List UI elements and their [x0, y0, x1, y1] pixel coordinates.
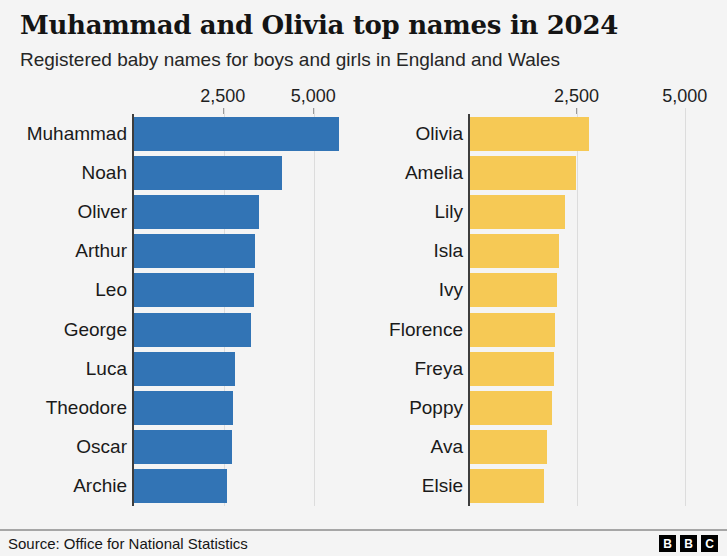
chart-header: Muhammad and Olivia top names in 2024 Re…: [0, 0, 727, 72]
category-label-poppy: Poppy: [369, 388, 468, 427]
bar-leo: [134, 273, 254, 307]
category-label-theodore: Theodore: [0, 388, 132, 427]
bar-arthur: [134, 234, 255, 268]
category-label-ava: Ava: [369, 428, 468, 467]
girls-x-axis: 2,5005,000: [468, 84, 700, 114]
bar-row: [134, 349, 346, 388]
bar-florence: [470, 313, 555, 347]
category-label-archie: Archie: [0, 467, 132, 506]
bar-row: [134, 467, 346, 506]
bar-ava: [470, 430, 547, 464]
bar-oliver: [134, 195, 259, 229]
footer: Source: Office for National Statistics B…: [0, 529, 727, 556]
charts-container: MuhammadNoahOliverArthurLeoGeorgeLucaThe…: [0, 84, 727, 506]
page-subtitle: Registered baby names for boys and girls…: [20, 47, 707, 72]
source-caption: Source: Office for National Statistics: [8, 535, 248, 552]
girls-plot-area: [468, 114, 700, 506]
category-label-ivy: Ivy: [369, 271, 468, 310]
category-label-lily: Lily: [369, 192, 468, 231]
x-axis-tick-label: 5,000: [662, 86, 707, 107]
bar-isla: [470, 234, 559, 268]
girls-plot-column: 2,5005,000: [468, 84, 700, 506]
category-label-leo: Leo: [0, 271, 132, 310]
bar-amelia: [470, 156, 576, 190]
bar-row: [134, 428, 346, 467]
bar-olivia: [470, 117, 589, 151]
bar-george: [134, 313, 251, 347]
bar-row: [470, 467, 700, 506]
bar-muhammad: [134, 117, 339, 151]
category-label-amelia: Amelia: [369, 153, 468, 192]
bar-row: [470, 114, 700, 153]
girls-category-labels: OliviaAmeliaLilyIslaIvyFlorenceFreyaPopp…: [369, 114, 468, 506]
bar-ivy: [470, 273, 557, 307]
bar-row: [470, 153, 700, 192]
bar-row: [470, 271, 700, 310]
x-axis-tick-label: 2,500: [554, 86, 599, 107]
bar-row: [134, 310, 346, 349]
bar-poppy: [470, 391, 552, 425]
x-axis-tick-label: 2,500: [200, 86, 245, 107]
category-label-olivia: Olivia: [369, 114, 468, 153]
boys-plot-area: [132, 114, 346, 506]
bar-luca: [134, 352, 235, 386]
category-label-isla: Isla: [369, 232, 468, 271]
boys-category-labels: MuhammadNoahOliverArthurLeoGeorgeLucaThe…: [0, 114, 132, 506]
bar-oscar: [134, 430, 232, 464]
category-label-george: George: [0, 310, 132, 349]
bar-row: [470, 192, 700, 231]
bar-row: [470, 388, 700, 427]
bar-elsie: [470, 469, 544, 503]
category-label-oscar: Oscar: [0, 428, 132, 467]
bbc-logo: BBC: [659, 535, 718, 552]
category-label-freya: Freya: [369, 349, 468, 388]
boys-plot-column: 2,500 5,000: [132, 84, 346, 506]
bar-noah: [134, 156, 282, 190]
bar-row: [134, 114, 346, 153]
bar-row: [134, 153, 346, 192]
bar-row: [470, 349, 700, 388]
boys-bar-chart: MuhammadNoahOliverArthurLeoGeorgeLucaThe…: [0, 84, 346, 506]
girls-bar-chart: OliviaAmeliaLilyIslaIvyFlorenceFreyaPopp…: [369, 84, 700, 506]
bar-row: [134, 271, 346, 310]
page-title: Muhammad and Olivia top names in 2024: [20, 8, 707, 42]
category-label-luca: Luca: [0, 349, 132, 388]
bar-row: [470, 232, 700, 271]
category-label-noah: Noah: [0, 153, 132, 192]
category-label-arthur: Arthur: [0, 232, 132, 271]
bar-lily: [470, 195, 565, 229]
bar-row: [470, 428, 700, 467]
bar-row: [134, 232, 346, 271]
bbc-logo-letter: C: [701, 535, 718, 552]
bar-row: [134, 192, 346, 231]
bar-theodore: [134, 391, 233, 425]
bar-row: [134, 388, 346, 427]
category-label-florence: Florence: [369, 310, 468, 349]
bar-archie: [134, 469, 227, 503]
category-label-oliver: Oliver: [0, 192, 132, 231]
bar-row: [470, 310, 700, 349]
bbc-logo-letter: B: [659, 535, 676, 552]
x-axis-tick-label: 5,000: [291, 86, 336, 107]
bar-freya: [470, 352, 554, 386]
bbc-logo-letter: B: [680, 535, 697, 552]
category-label-muhammad: Muhammad: [0, 114, 132, 153]
category-label-elsie: Elsie: [369, 467, 468, 506]
